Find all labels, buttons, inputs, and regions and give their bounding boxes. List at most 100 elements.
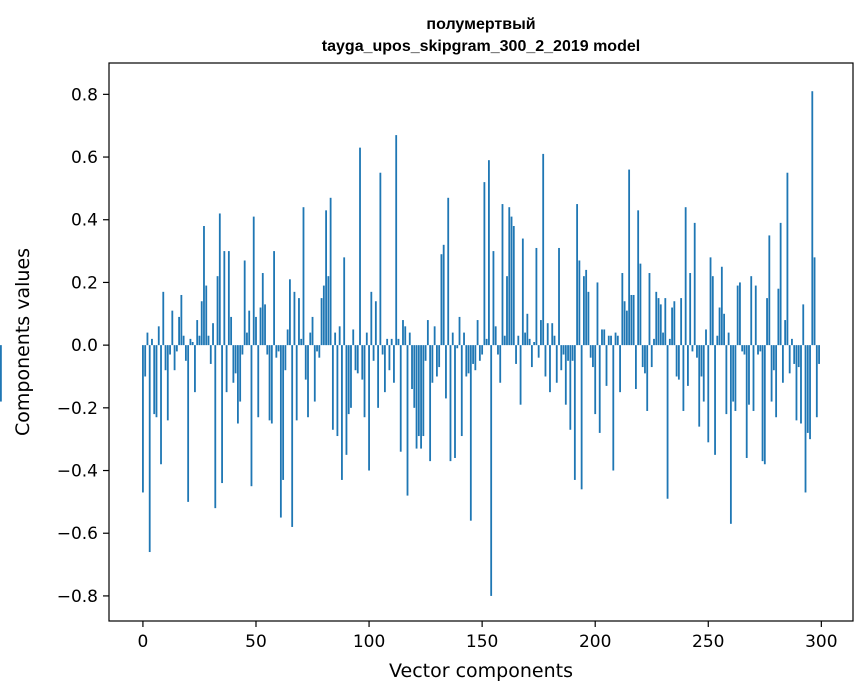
bar-147 (474, 345, 477, 371)
bar-260 (729, 345, 732, 524)
bar-280 (775, 345, 778, 418)
bar-96 (359, 147, 361, 346)
bar-75 (311, 316, 314, 346)
bar-263 (736, 285, 739, 346)
bar-138 (454, 345, 456, 458)
bar-144 (467, 345, 470, 374)
bar-284 (784, 320, 787, 346)
bar-276 (766, 298, 768, 346)
bar-185 (560, 345, 563, 371)
bar-163 (510, 216, 513, 346)
bar-30 (209, 345, 212, 364)
bar-281 (777, 288, 780, 346)
bar-19 (184, 345, 187, 361)
bar-113 (397, 338, 400, 346)
bar-285 (786, 172, 789, 346)
bar-14 (173, 345, 176, 371)
bar-32 (214, 345, 217, 509)
bar-67 (293, 291, 296, 346)
bar-8 (160, 345, 162, 465)
bar-112 (395, 135, 398, 346)
bar-126 (426, 320, 429, 346)
bar-155 (492, 251, 495, 346)
bar-177 (542, 153, 545, 346)
bar-192 (576, 204, 579, 346)
bar-46 (246, 332, 248, 346)
bar-29 (207, 335, 210, 346)
bar-128 (431, 345, 434, 383)
bar-278 (770, 345, 773, 402)
bar-231 (664, 298, 667, 346)
bar-149 (478, 345, 481, 361)
bar-40 (232, 345, 235, 383)
bar-261 (732, 345, 735, 402)
bar-70 (300, 338, 303, 346)
bar-249 (705, 329, 707, 346)
bar-65 (289, 279, 291, 346)
bar-106 (381, 345, 384, 355)
bar-9 (162, 291, 165, 346)
bar-186 (562, 345, 565, 355)
bar-286 (788, 345, 791, 374)
bar-0 (142, 345, 144, 493)
bar-124 (422, 345, 425, 437)
bar-119 (411, 345, 413, 390)
bar-282 (779, 222, 782, 346)
bar-83 (329, 197, 332, 346)
bar-91 (347, 345, 350, 415)
y-axis-label: Components values (12, 248, 34, 436)
bar-222 (644, 345, 646, 374)
bar-88 (341, 345, 343, 480)
bar-48 (250, 345, 253, 487)
bar-63 (284, 345, 287, 371)
bar-140 (458, 316, 461, 346)
bar-77 (316, 345, 318, 352)
bar-24 (196, 320, 199, 346)
bar-279 (772, 345, 775, 371)
bar-205 (605, 345, 608, 386)
bar-35 (221, 345, 223, 484)
bar-132 (440, 254, 443, 346)
bar-80 (322, 285, 325, 346)
bar-23 (194, 345, 196, 393)
bar-235 (673, 301, 676, 346)
bar-246 (698, 345, 701, 427)
bar-247 (700, 345, 703, 377)
bar-274 (761, 345, 764, 462)
bar-230 (662, 332, 664, 346)
bar-252 (711, 276, 714, 346)
bar-224 (648, 273, 651, 346)
bar-212 (621, 273, 624, 346)
bar-81 (325, 210, 327, 346)
bar-121 (415, 345, 418, 449)
bar-3 (148, 345, 151, 553)
bar-152 (485, 338, 488, 346)
bar-143 (465, 345, 468, 377)
bar-series (0, 91, 820, 596)
bar-104 (377, 345, 380, 408)
bar-179 (546, 323, 549, 346)
bar-232 (666, 345, 669, 499)
bar-62 (282, 345, 285, 480)
bar-268 (748, 345, 750, 405)
bar-162 (508, 207, 511, 346)
bar-251 (709, 257, 712, 346)
bar-239 (682, 345, 685, 411)
bar-207 (610, 335, 612, 346)
bar-259 (727, 332, 730, 346)
bar-100 (368, 345, 370, 471)
bar-120 (413, 345, 416, 408)
bar-196 (585, 269, 588, 346)
bar-41 (234, 345, 237, 374)
bar-211 (619, 345, 621, 393)
bar-176 (540, 320, 542, 346)
x-tick-label: 150 (466, 632, 498, 652)
bar-74 (309, 332, 312, 346)
bar-178 (544, 345, 547, 377)
bar-93 (352, 329, 355, 346)
y-axis-ticks: −0.8 −0.6 −0.4 −0.2 0.0 0.2 0.4 0.6 0.8 (57, 85, 109, 607)
bar-134 (445, 345, 447, 399)
bar-240 (684, 207, 687, 346)
bar-182 (553, 335, 556, 346)
